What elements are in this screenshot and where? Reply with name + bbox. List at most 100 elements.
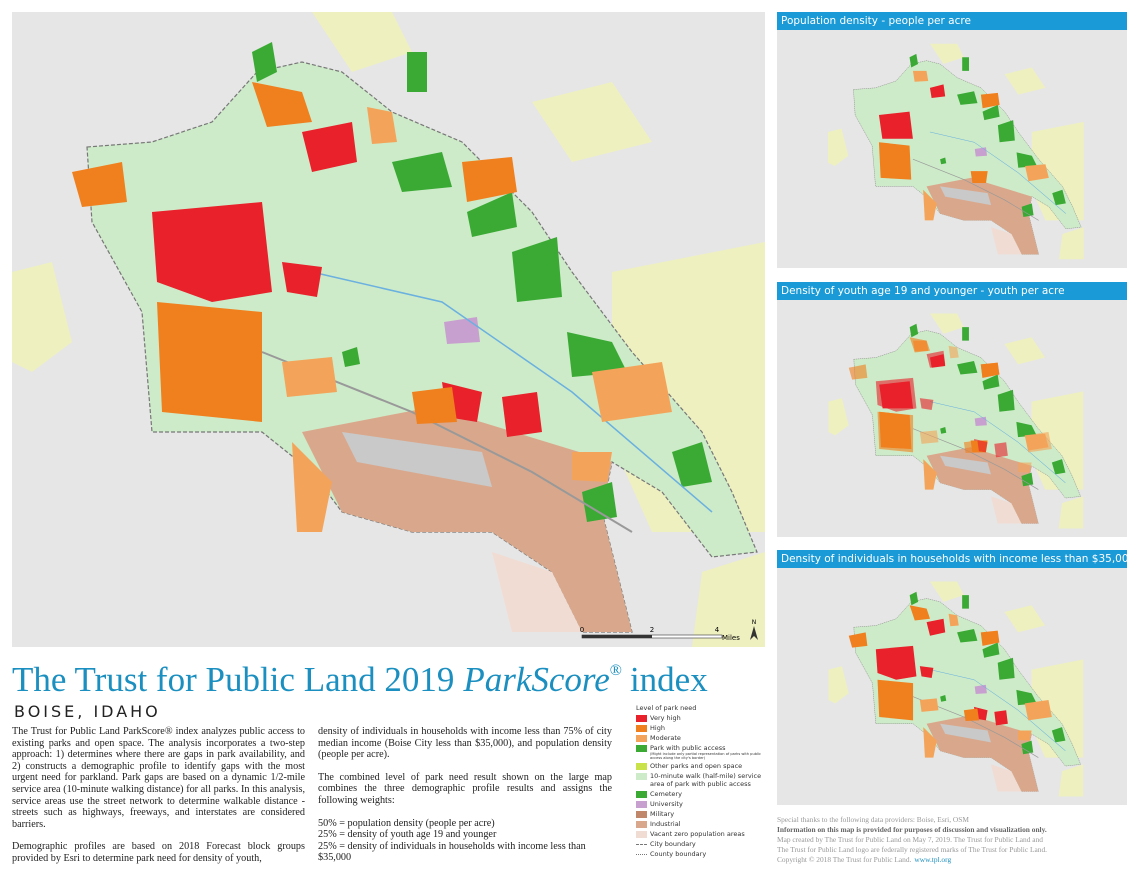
panel-map [828,581,1084,797]
legend-note: (Might include only partial representati… [650,752,761,761]
legend-swatch [636,811,647,819]
paragraph: Demographic profiles are based on 2018 F… [12,841,305,864]
legend-swatch [636,801,647,809]
text-column: density of individuals in households wit… [318,726,612,864]
legend-label: 10-minute walk (half-mile) service area … [650,772,762,789]
credit-line: Copyright © 2018 The Trust for Public La… [777,855,912,864]
text-column: The Trust for Public Land ParkScore® ind… [12,726,305,876]
panel-map [827,43,1084,260]
legend-text: County boundary [650,850,706,858]
credit-line: The Trust for Public Land logo are feder… [777,845,1047,854]
legend-line [636,844,647,846]
scale-bar-half [582,635,652,638]
legend-label: Very high [650,714,681,722]
main-map: 0 2 4 Miles N [12,12,765,647]
weight-item: 25% = density of individuals in househol… [318,840,586,864]
legend-text: High [650,724,665,732]
title-brand: ParkScore [463,660,610,699]
legend-swatch [636,821,647,829]
legend-label: High [650,724,665,732]
credit-line: Special thanks to the following data pro… [777,815,969,824]
legend-label: City boundary [650,840,696,849]
title-prefix: The Trust for Public Land 2019 [12,660,455,699]
legend-text: Cemetery [650,790,682,798]
weight-item: 25% = density of youth age 19 and younge… [318,829,497,841]
panel-map [828,313,1084,529]
panel-title: Density of individuals in households wit… [777,550,1127,568]
weights-list: 50% = population density (people per acr… [318,818,612,864]
paragraph: The Trust for Public Land ParkScore® ind… [12,726,305,830]
legend-item: County boundary [636,850,766,858]
map-base [828,581,1084,797]
legend-item: Industrial [636,820,766,829]
credit-line: Information on this map is provided for … [777,825,1047,834]
legend-item: Military [636,810,766,819]
legend-label: Vacant zero population areas [650,830,745,839]
legend-label: University [650,800,683,809]
title: The Trust for Public Land 2019 ParkScore®… [12,660,708,700]
scale-bar: 0 2 4 Miles N [580,619,758,642]
legend-item: Very high [636,714,766,722]
credit-line: Map created by The Trust for Public Land… [777,835,1043,844]
legend-swatch [636,725,647,732]
legend-label: Cemetery [650,790,682,799]
legend-item: Vacant zero population areas [636,830,766,839]
legend-item: City boundary [636,840,766,848]
legend-item: University [636,800,766,809]
legend-item: Other parks and open space [636,762,766,771]
north-arrow [750,626,758,640]
legend-text: City boundary [650,840,696,848]
title-suffix: index [629,660,708,699]
link[interactable]: www.tpl.org [914,855,952,864]
scale-mid: 2 [650,626,654,634]
legend-swatch [636,773,647,781]
legend-swatch [636,791,647,799]
subtitle: BOISE, IDAHO [14,702,161,721]
legend-item: Moderate [636,734,766,742]
scale-unit: Miles [722,634,740,642]
map-base [828,313,1084,529]
scale-start: 0 [580,626,584,634]
legend-swatch [636,715,647,722]
panel: Density of youth age 19 and younger - yo… [777,282,1127,537]
paragraph: density of individuals in households wit… [318,726,612,761]
legend-text: Vacant zero population areas [650,830,745,838]
scale-end: 4 [715,626,720,634]
legend-text: Industrial [650,820,681,828]
map-base [827,43,1084,260]
legend-label: Military [650,810,675,819]
legend-text: Other parks and open space [650,762,742,770]
panel: Population density - people per acre [777,12,1127,268]
legend-item: Cemetery [636,790,766,799]
legend-label: Moderate [650,734,681,742]
panel-title: Population density - people per acre [777,12,1127,30]
legend-line [636,854,647,856]
legend-swatch [636,735,647,742]
legend-text: 10-minute walk (half-mile) service area … [650,772,766,788]
legend-title: Level of park need [636,704,697,712]
paragraph: The combined level of park need result s… [318,771,612,806]
legend-item: High [636,724,766,732]
legend: Level of park need Very high High Moderate… [636,704,766,860]
legend-text: Military [650,810,674,818]
panel-title: Density of youth age 19 and younger - yo… [777,282,1127,300]
legend-text: Very high [650,714,681,722]
north-label: N [752,619,757,626]
title-mark: ® [609,662,622,679]
legend-text: Park with public access (Might include on… [650,744,766,760]
legend-label: Industrial [650,820,681,829]
legend-label: Park with public access [650,744,726,752]
legend-swatch [636,745,647,752]
credits: Special thanks to the following data pro… [777,815,1127,865]
legend-item: 10-minute walk (half-mile) service area … [636,772,766,788]
weight-item: 50% = population density (people per acr… [318,817,495,829]
legend-text: University [650,800,683,808]
legend-label: Other parks and open space [650,762,743,771]
legend-label: County boundary [650,850,707,859]
legend-text: Moderate [650,734,681,742]
legend-swatch [636,831,647,839]
panel: Density of individuals in households wit… [777,550,1127,805]
legend-swatch [636,763,647,771]
legend-item: Park with public access (Might include on… [636,744,766,760]
